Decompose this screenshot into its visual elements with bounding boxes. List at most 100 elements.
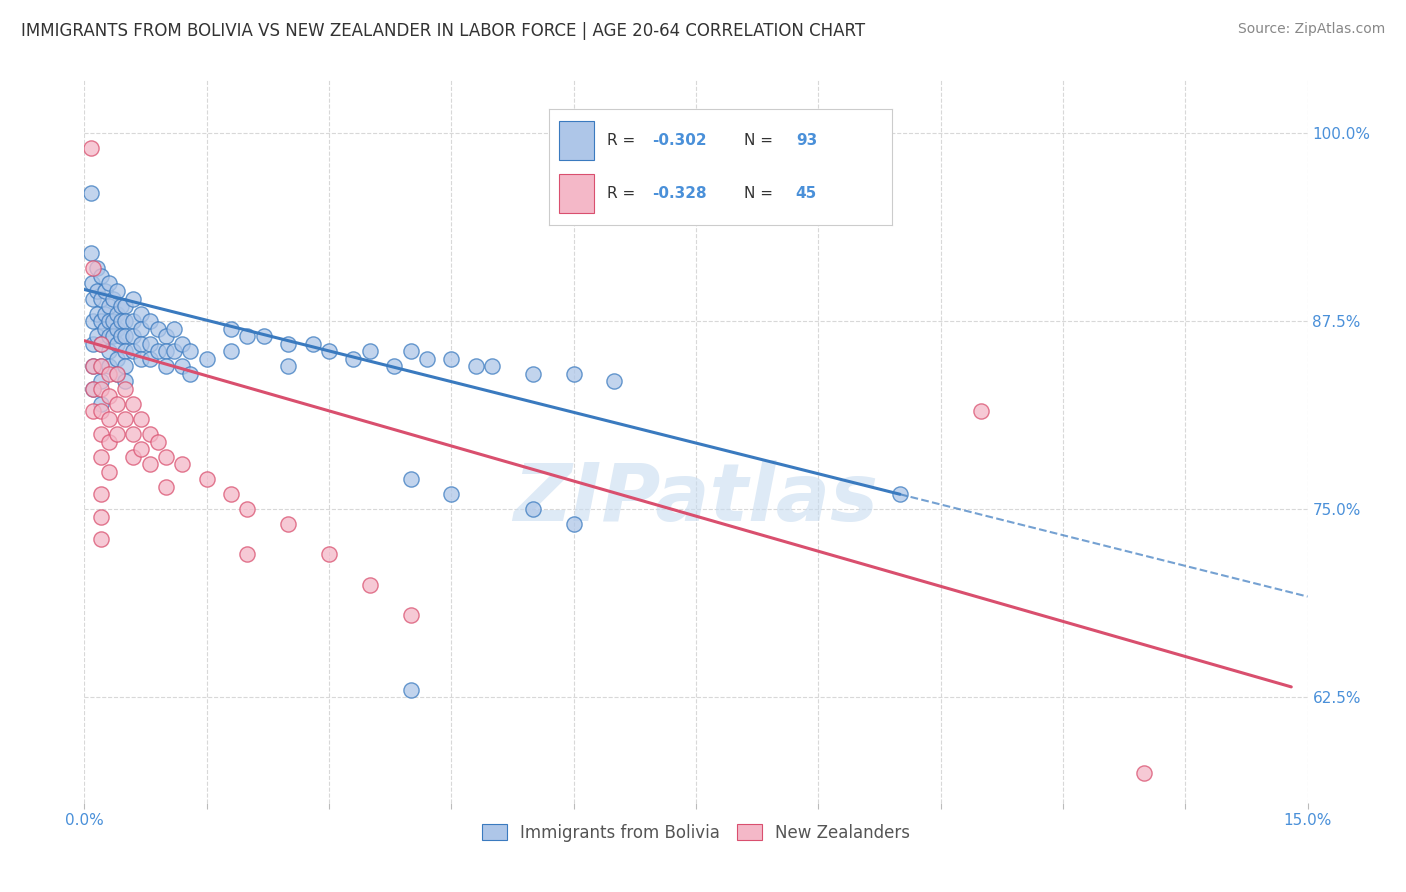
Point <box>90 375 112 389</box>
Point <box>277 336 299 351</box>
Point <box>122 450 145 464</box>
Point <box>101 314 124 328</box>
Point <box>155 480 177 494</box>
Point <box>179 344 201 359</box>
Point <box>122 329 145 343</box>
Point <box>131 336 153 351</box>
Point <box>481 359 503 374</box>
Point <box>97 465 120 479</box>
Point <box>122 314 145 328</box>
Point <box>101 329 124 343</box>
Point <box>219 487 242 501</box>
Text: ZIPatlas: ZIPatlas <box>513 460 879 539</box>
Text: IMMIGRANTS FROM BOLIVIA VS NEW ZEALANDER IN LABOR FORCE | AGE 20-64 CORRELATION : IMMIGRANTS FROM BOLIVIA VS NEW ZEALANDER… <box>21 22 865 40</box>
Point <box>155 344 177 359</box>
Point <box>236 502 259 516</box>
Point <box>122 397 145 411</box>
Point <box>90 336 112 351</box>
Point <box>105 336 128 351</box>
Point <box>90 268 112 283</box>
Point <box>195 351 218 366</box>
Point <box>90 533 112 547</box>
Point <box>114 375 136 389</box>
Point <box>138 336 160 351</box>
Point <box>105 397 128 411</box>
Point <box>105 284 128 298</box>
Point <box>131 321 153 335</box>
Point <box>97 277 120 291</box>
Point <box>179 367 201 381</box>
Point <box>105 427 128 442</box>
Point <box>122 292 145 306</box>
Point <box>80 277 103 291</box>
Point <box>97 359 120 374</box>
Point <box>82 359 104 374</box>
Point <box>122 427 145 442</box>
Point <box>114 314 136 328</box>
Point <box>522 367 544 381</box>
Point <box>86 329 108 343</box>
Point <box>219 344 242 359</box>
Point <box>277 359 299 374</box>
Point <box>105 367 128 381</box>
Point <box>90 509 112 524</box>
Point <box>219 321 242 335</box>
Point <box>440 351 463 366</box>
Point <box>399 344 422 359</box>
Point <box>603 375 626 389</box>
Point <box>522 502 544 516</box>
Point <box>90 404 112 418</box>
Point <box>970 404 993 418</box>
Point <box>97 314 120 328</box>
Point <box>172 359 194 374</box>
Point <box>359 344 381 359</box>
Point <box>105 321 128 335</box>
Point <box>80 186 103 201</box>
Point <box>253 329 276 343</box>
Point <box>80 141 103 155</box>
Point <box>82 359 104 374</box>
Point <box>155 450 177 464</box>
Point <box>382 359 405 374</box>
Point <box>146 321 169 335</box>
Point <box>114 299 136 313</box>
Point <box>114 329 136 343</box>
Point <box>163 321 186 335</box>
Point <box>146 344 169 359</box>
Point <box>110 314 132 328</box>
Point <box>90 359 112 374</box>
Point <box>440 487 463 501</box>
Point <box>277 517 299 532</box>
Point <box>93 284 115 298</box>
Point <box>318 344 340 359</box>
Legend: Immigrants from Bolivia, New Zealanders: Immigrants from Bolivia, New Zealanders <box>475 817 917 848</box>
Point <box>122 344 145 359</box>
Point <box>236 329 259 343</box>
Point <box>97 389 120 403</box>
Point <box>562 517 585 532</box>
Point <box>105 367 128 381</box>
Point <box>90 292 112 306</box>
Point <box>110 299 132 313</box>
Point <box>399 472 422 486</box>
Point <box>82 382 104 396</box>
Point <box>399 682 422 697</box>
Point <box>86 307 108 321</box>
Point <box>138 427 160 442</box>
Point <box>172 336 194 351</box>
Point <box>114 359 136 374</box>
Point <box>114 412 136 426</box>
Point <box>146 434 169 449</box>
Point <box>195 472 218 486</box>
Point <box>90 336 112 351</box>
Point <box>80 246 103 260</box>
Point <box>342 351 364 366</box>
Point <box>90 397 112 411</box>
Point <box>464 359 486 374</box>
Point <box>399 607 422 622</box>
Point <box>172 457 194 471</box>
Point <box>97 329 120 343</box>
Point <box>110 329 132 343</box>
Point <box>82 314 104 328</box>
Point <box>105 307 128 321</box>
